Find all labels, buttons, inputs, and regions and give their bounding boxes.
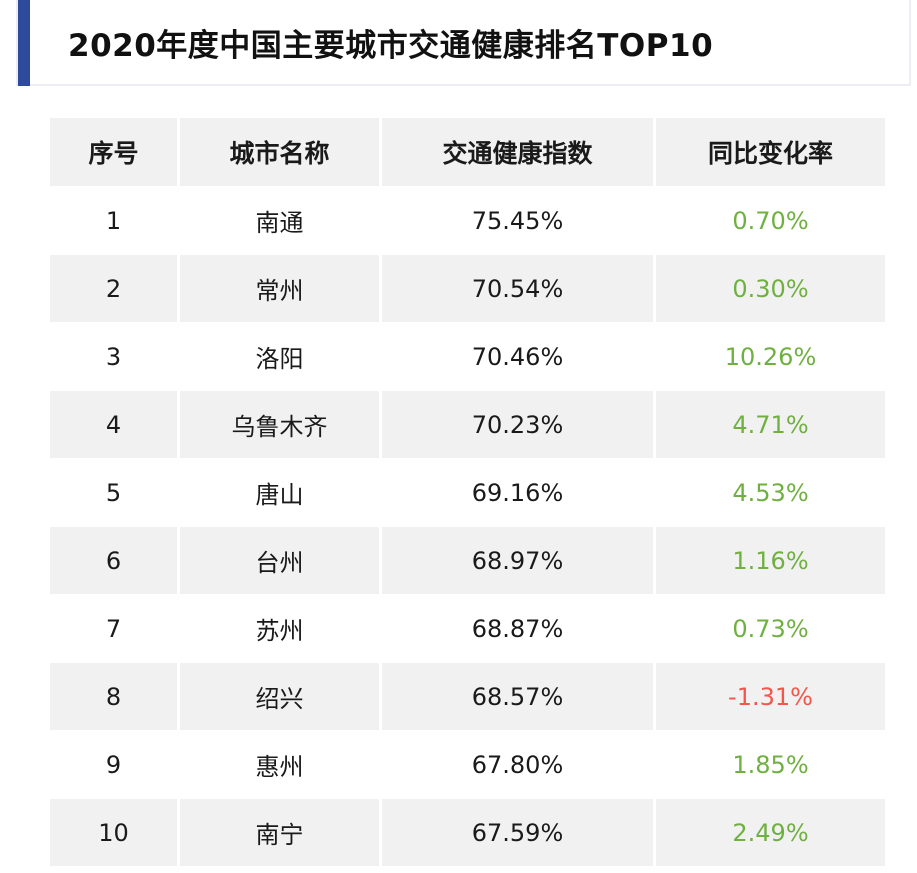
- rank-cell: 4: [50, 391, 180, 459]
- table-row: 7 苏州 68.87% 0.73%: [50, 595, 885, 663]
- city-cell: 南通: [180, 187, 382, 255]
- index-cell: 67.59%: [382, 799, 656, 867]
- rank-cell: 6: [50, 527, 180, 595]
- column-header-change: 同比变化率: [656, 118, 885, 187]
- rank-cell: 8: [50, 663, 180, 731]
- change-cell: 10.26%: [656, 323, 885, 391]
- table-row: 4 乌鲁木齐 70.23% 4.71%: [50, 391, 885, 459]
- change-cell: 2.49%: [656, 799, 885, 867]
- index-cell: 68.57%: [382, 663, 656, 731]
- change-cell: 0.73%: [656, 595, 885, 663]
- ranking-table: 序号 城市名称 交通健康指数 同比变化率 1 南通 75.45% 0.70% 2 常州 70…: [50, 118, 885, 867]
- index-cell: 68.87%: [382, 595, 656, 663]
- table-row: 8 绍兴 68.57% -1.31%: [50, 663, 885, 731]
- table-row: 6 台州 68.97% 1.16%: [50, 527, 885, 595]
- title-header: 2020年度中国主要城市交通健康排名TOP10: [16, 0, 911, 86]
- change-cell: -1.31%: [656, 663, 885, 731]
- change-cell: 0.30%: [656, 255, 885, 323]
- change-cell: 1.85%: [656, 731, 885, 799]
- change-cell: 4.71%: [656, 391, 885, 459]
- page-title: 2020年度中国主要城市交通健康排名TOP10: [68, 28, 714, 64]
- index-cell: 70.23%: [382, 391, 656, 459]
- table-header-row: 序号 城市名称 交通健康指数 同比变化率: [50, 118, 885, 187]
- index-cell: 70.46%: [382, 323, 656, 391]
- city-cell: 常州: [180, 255, 382, 323]
- change-cell: 0.70%: [656, 187, 885, 255]
- rank-cell: 9: [50, 731, 180, 799]
- table-row: 10 南宁 67.59% 2.49%: [50, 799, 885, 867]
- index-cell: 70.54%: [382, 255, 656, 323]
- city-cell: 台州: [180, 527, 382, 595]
- city-cell: 绍兴: [180, 663, 382, 731]
- table-row: 9 惠州 67.80% 1.85%: [50, 731, 885, 799]
- index-cell: 68.97%: [382, 527, 656, 595]
- table-row: 1 南通 75.45% 0.70%: [50, 187, 885, 255]
- table-row: 3 洛阳 70.46% 10.26%: [50, 323, 885, 391]
- table-row: 5 唐山 69.16% 4.53%: [50, 459, 885, 527]
- title-accent-bar: [18, 0, 30, 86]
- rank-cell: 10: [50, 799, 180, 867]
- city-cell: 唐山: [180, 459, 382, 527]
- table-row: 2 常州 70.54% 0.30%: [50, 255, 885, 323]
- city-cell: 南宁: [180, 799, 382, 867]
- column-header-index: 交通健康指数: [382, 118, 656, 187]
- city-cell: 乌鲁木齐: [180, 391, 382, 459]
- column-header-rank: 序号: [50, 118, 180, 187]
- index-cell: 75.45%: [382, 187, 656, 255]
- rank-cell: 7: [50, 595, 180, 663]
- index-cell: 67.80%: [382, 731, 656, 799]
- city-cell: 洛阳: [180, 323, 382, 391]
- city-cell: 苏州: [180, 595, 382, 663]
- change-cell: 1.16%: [656, 527, 885, 595]
- city-cell: 惠州: [180, 731, 382, 799]
- rank-cell: 3: [50, 323, 180, 391]
- column-header-city: 城市名称: [180, 118, 382, 187]
- rank-cell: 5: [50, 459, 180, 527]
- rank-cell: 1: [50, 187, 180, 255]
- rank-cell: 2: [50, 255, 180, 323]
- change-cell: 4.53%: [656, 459, 885, 527]
- index-cell: 69.16%: [382, 459, 656, 527]
